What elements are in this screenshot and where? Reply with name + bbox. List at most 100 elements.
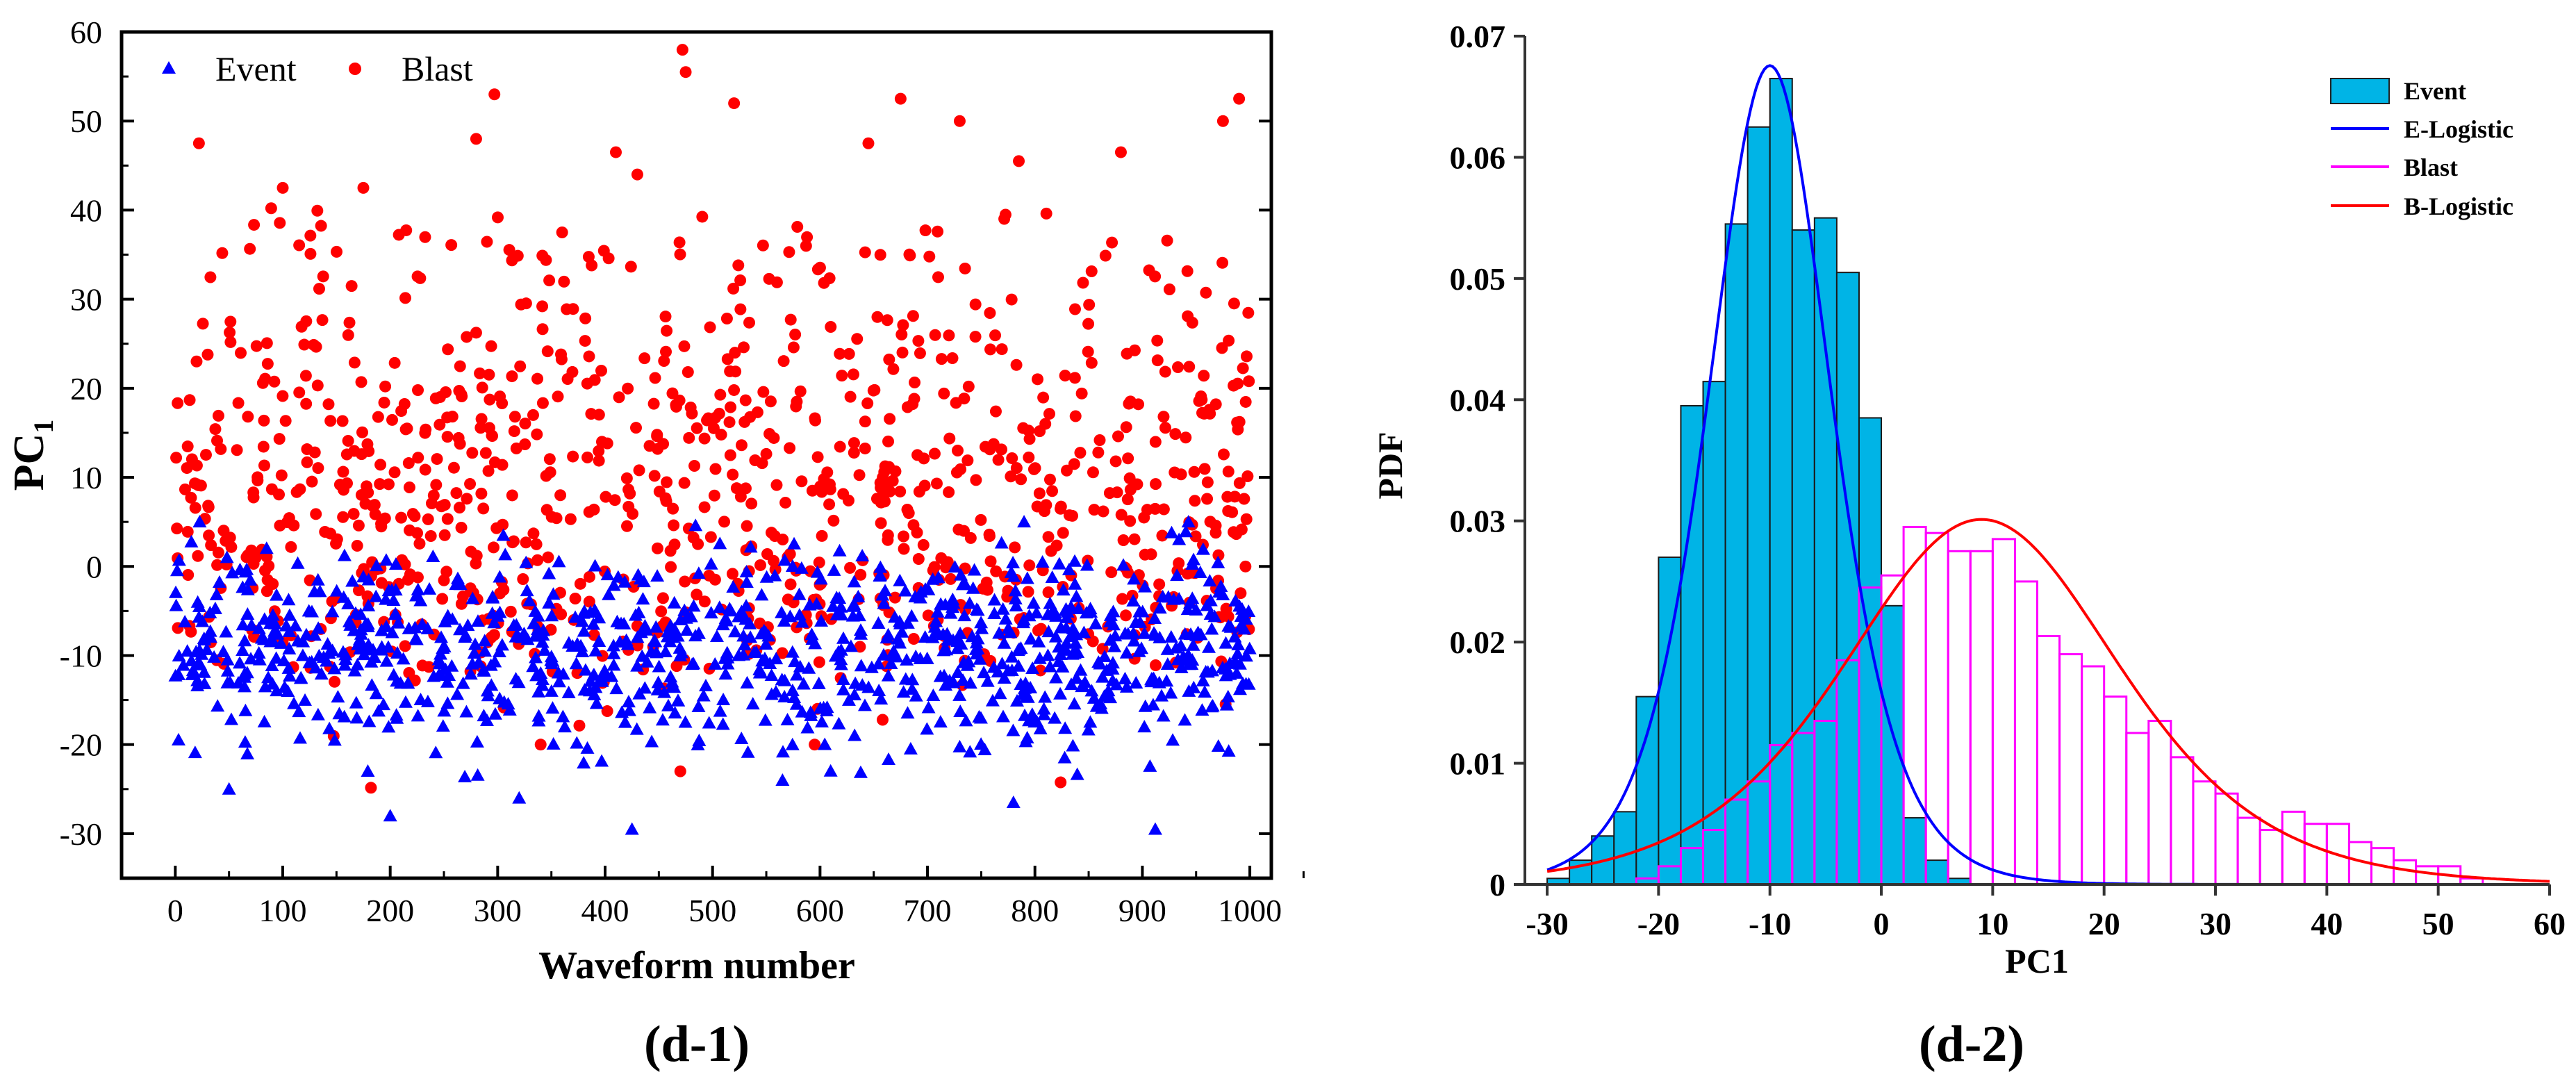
blast-point <box>304 247 317 260</box>
event-point <box>337 548 352 561</box>
event-point <box>216 645 231 658</box>
event-point <box>745 697 760 710</box>
blast-point <box>728 384 741 396</box>
blast-point <box>224 315 237 328</box>
scatter-y-axis-label: PC1 <box>6 420 59 491</box>
blast-point <box>691 422 703 434</box>
blast-point <box>258 414 270 427</box>
blast-point <box>192 479 205 491</box>
event-point <box>1138 579 1153 593</box>
blast-point <box>419 463 431 476</box>
event-point <box>836 672 850 685</box>
event-bar <box>1925 859 1949 885</box>
blast-point <box>375 577 388 589</box>
event-point <box>325 604 340 618</box>
event-point <box>450 687 465 700</box>
blast-point <box>1059 370 1071 382</box>
event-point <box>1143 759 1157 772</box>
event-point <box>881 668 895 682</box>
blast-point <box>726 568 738 580</box>
event-point <box>998 611 1013 625</box>
blast-point <box>403 666 415 679</box>
event-point <box>900 652 914 666</box>
blast-point <box>756 457 768 470</box>
event-point <box>1172 592 1187 605</box>
event-point <box>292 731 307 744</box>
blast-point <box>211 434 224 447</box>
blast-point <box>347 508 360 520</box>
event-point <box>556 709 570 723</box>
event-point <box>963 745 977 758</box>
blast-point <box>1068 458 1080 470</box>
blast-point <box>275 469 288 481</box>
event-point <box>544 684 559 697</box>
blast-point <box>1116 593 1129 605</box>
event-point <box>1008 591 1023 604</box>
event-point <box>269 627 283 640</box>
event-point <box>535 635 550 648</box>
event-point <box>1080 558 1094 571</box>
event-point <box>265 677 280 690</box>
event-point <box>1069 589 1084 602</box>
blast-point <box>734 274 747 287</box>
event-point <box>542 595 556 609</box>
blast-point <box>622 484 635 496</box>
y-tick-label: 30 <box>70 282 102 318</box>
blast-point <box>881 314 893 327</box>
blast-point <box>1239 560 1252 573</box>
event-point <box>1009 599 1023 612</box>
event-point <box>948 560 962 573</box>
event-point <box>1138 699 1153 712</box>
blast-point <box>258 459 270 472</box>
event-point <box>307 584 322 598</box>
blast-point <box>1198 370 1210 382</box>
blast-point <box>1159 422 1171 434</box>
blast-point <box>470 133 482 145</box>
blast-point <box>497 518 509 531</box>
event-point <box>1041 648 1055 661</box>
blast-point <box>770 479 783 491</box>
event-point <box>233 656 247 669</box>
blast-point <box>959 262 971 274</box>
event-point <box>238 735 252 748</box>
event-point <box>1055 659 1070 673</box>
event-point <box>857 698 872 711</box>
event-point <box>347 664 362 677</box>
event-point <box>438 614 452 627</box>
blast-point <box>784 578 797 591</box>
blast-point <box>1017 422 1030 434</box>
event-point <box>1232 657 1247 670</box>
event-point <box>1109 677 1124 691</box>
event-point <box>1119 645 1134 659</box>
blast-point <box>935 552 948 564</box>
blast-point <box>894 485 907 497</box>
event-point <box>169 598 183 611</box>
blast-point <box>527 527 540 540</box>
blast-point <box>189 502 201 514</box>
event-point <box>734 731 749 744</box>
event-point <box>1207 609 1222 623</box>
event-point <box>270 588 284 601</box>
blast-point <box>300 397 313 410</box>
blast-point <box>441 513 454 525</box>
histogram-axis-ticks: -30 -20 -10 0 10 20 30 40 50 60 0 0.01 0.02 0.03 0.04 0… <box>1450 19 2566 941</box>
blast-point <box>356 426 368 438</box>
blast-point <box>413 537 426 550</box>
blast-point <box>1035 623 1048 635</box>
blast-point <box>331 245 343 258</box>
event-point <box>257 714 272 727</box>
event-point <box>529 650 543 664</box>
blast-point <box>569 593 581 605</box>
event-point <box>420 621 435 634</box>
event-point <box>244 652 258 665</box>
blast-point <box>1175 468 1187 481</box>
y-tick-label: -10 <box>60 638 102 673</box>
event-point <box>618 715 632 728</box>
event-point <box>1045 570 1059 584</box>
blast-point <box>847 368 859 381</box>
event-point <box>577 624 591 637</box>
blast-point <box>953 115 966 127</box>
blast-point <box>661 476 673 488</box>
event-point <box>1041 625 1056 638</box>
event-point <box>379 619 394 632</box>
